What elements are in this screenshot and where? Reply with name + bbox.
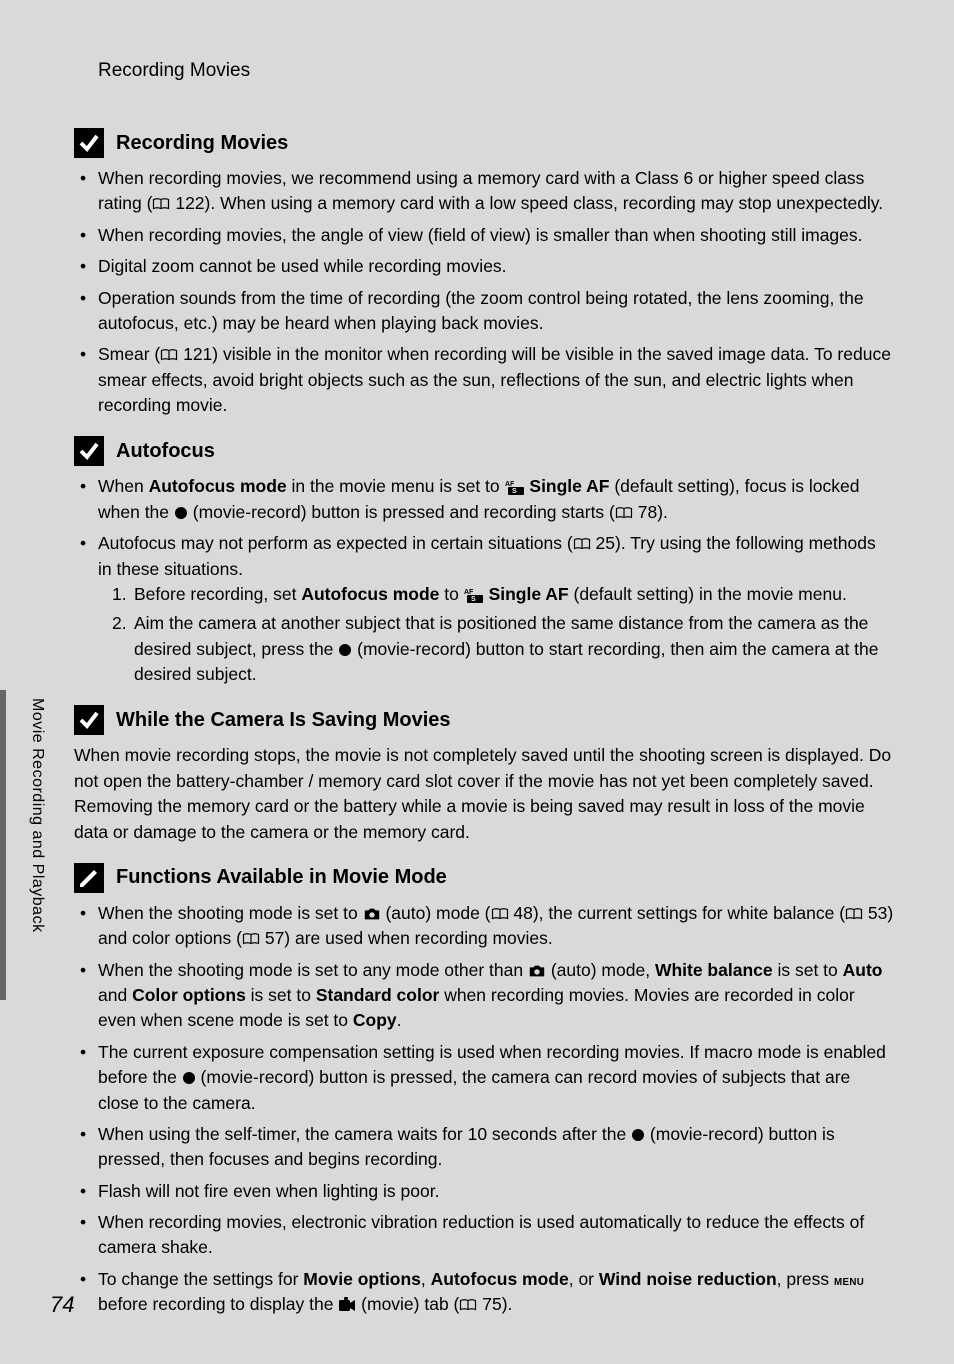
section-saving-title: While the Camera Is Saving Movies <box>116 709 451 732</box>
camera-icon <box>363 906 381 922</box>
record-button-icon <box>338 643 352 657</box>
autofocus-numbered: Before recording, set Autofocus mode to … <box>98 582 894 688</box>
menu-icon <box>834 1274 870 1288</box>
functions-bullets: When the shooting mode is set to (auto) … <box>74 901 894 1318</box>
list-item: Smear ( 121) visible in the monitor when… <box>86 342 894 418</box>
book-icon <box>152 197 170 211</box>
book-icon <box>160 348 178 362</box>
list-item: Autofocus may not perform as expected in… <box>86 531 894 687</box>
check-icon <box>74 128 104 158</box>
pencil-icon <box>74 863 104 893</box>
list-item: The current exposure compensation settin… <box>86 1040 894 1116</box>
list-item: When Autofocus mode in the movie menu is… <box>86 474 894 525</box>
page-header: Recording Movies <box>98 60 894 82</box>
list-item: Digital zoom cannot be used while record… <box>86 254 894 279</box>
record-button-icon <box>174 506 188 520</box>
section-recording-title: Recording Movies <box>116 132 288 155</box>
side-tab-label: Movie Recording and Playback <box>28 698 46 933</box>
side-tab-bar <box>0 690 6 1000</box>
check-icon <box>74 436 104 466</box>
saving-paragraph: When movie recording stops, the movie is… <box>74 743 894 845</box>
section-autofocus-title: Autofocus <box>116 440 215 463</box>
list-item: When recording movies, we recommend usin… <box>86 166 894 217</box>
record-button-icon <box>182 1071 196 1085</box>
section-functions-heading: Functions Available in Movie Mode <box>74 863 894 893</box>
list-item: Aim the camera at another subject that i… <box>116 611 894 687</box>
book-icon <box>845 907 863 921</box>
list-item: Before recording, set Autofocus mode to … <box>116 582 894 607</box>
list-item: When recording movies, electronic vibrat… <box>86 1210 894 1261</box>
book-icon <box>573 537 591 551</box>
autofocus-bullets: When Autofocus mode in the movie menu is… <box>74 474 894 687</box>
book-icon <box>615 506 633 520</box>
af-icon <box>464 587 484 603</box>
section-autofocus-heading: Autofocus <box>74 436 894 466</box>
book-icon <box>491 907 509 921</box>
check-icon <box>74 705 104 735</box>
section-functions-title: Functions Available in Movie Mode <box>116 866 447 889</box>
list-item: To change the settings for Movie options… <box>86 1267 894 1318</box>
book-icon <box>459 1298 477 1312</box>
book-icon <box>242 932 260 946</box>
section-saving-heading: While the Camera Is Saving Movies <box>74 705 894 735</box>
list-item: When the shooting mode is set to any mod… <box>86 958 894 1034</box>
list-item: Operation sounds from the time of record… <box>86 286 894 337</box>
section-recording-heading: Recording Movies <box>74 128 894 158</box>
af-icon <box>505 479 525 495</box>
list-item: When the shooting mode is set to (auto) … <box>86 901 894 952</box>
list-item: Flash will not fire even when lighting i… <box>86 1179 894 1204</box>
list-item: When recording movies, the angle of view… <box>86 223 894 248</box>
side-tab: Movie Recording and Playback <box>0 690 30 1000</box>
list-item: When using the self-timer, the camera wa… <box>86 1122 894 1173</box>
record-button-icon <box>631 1128 645 1142</box>
recording-bullets: When recording movies, we recommend usin… <box>74 166 894 418</box>
movie-icon <box>338 1297 356 1313</box>
camera-icon <box>528 963 546 979</box>
